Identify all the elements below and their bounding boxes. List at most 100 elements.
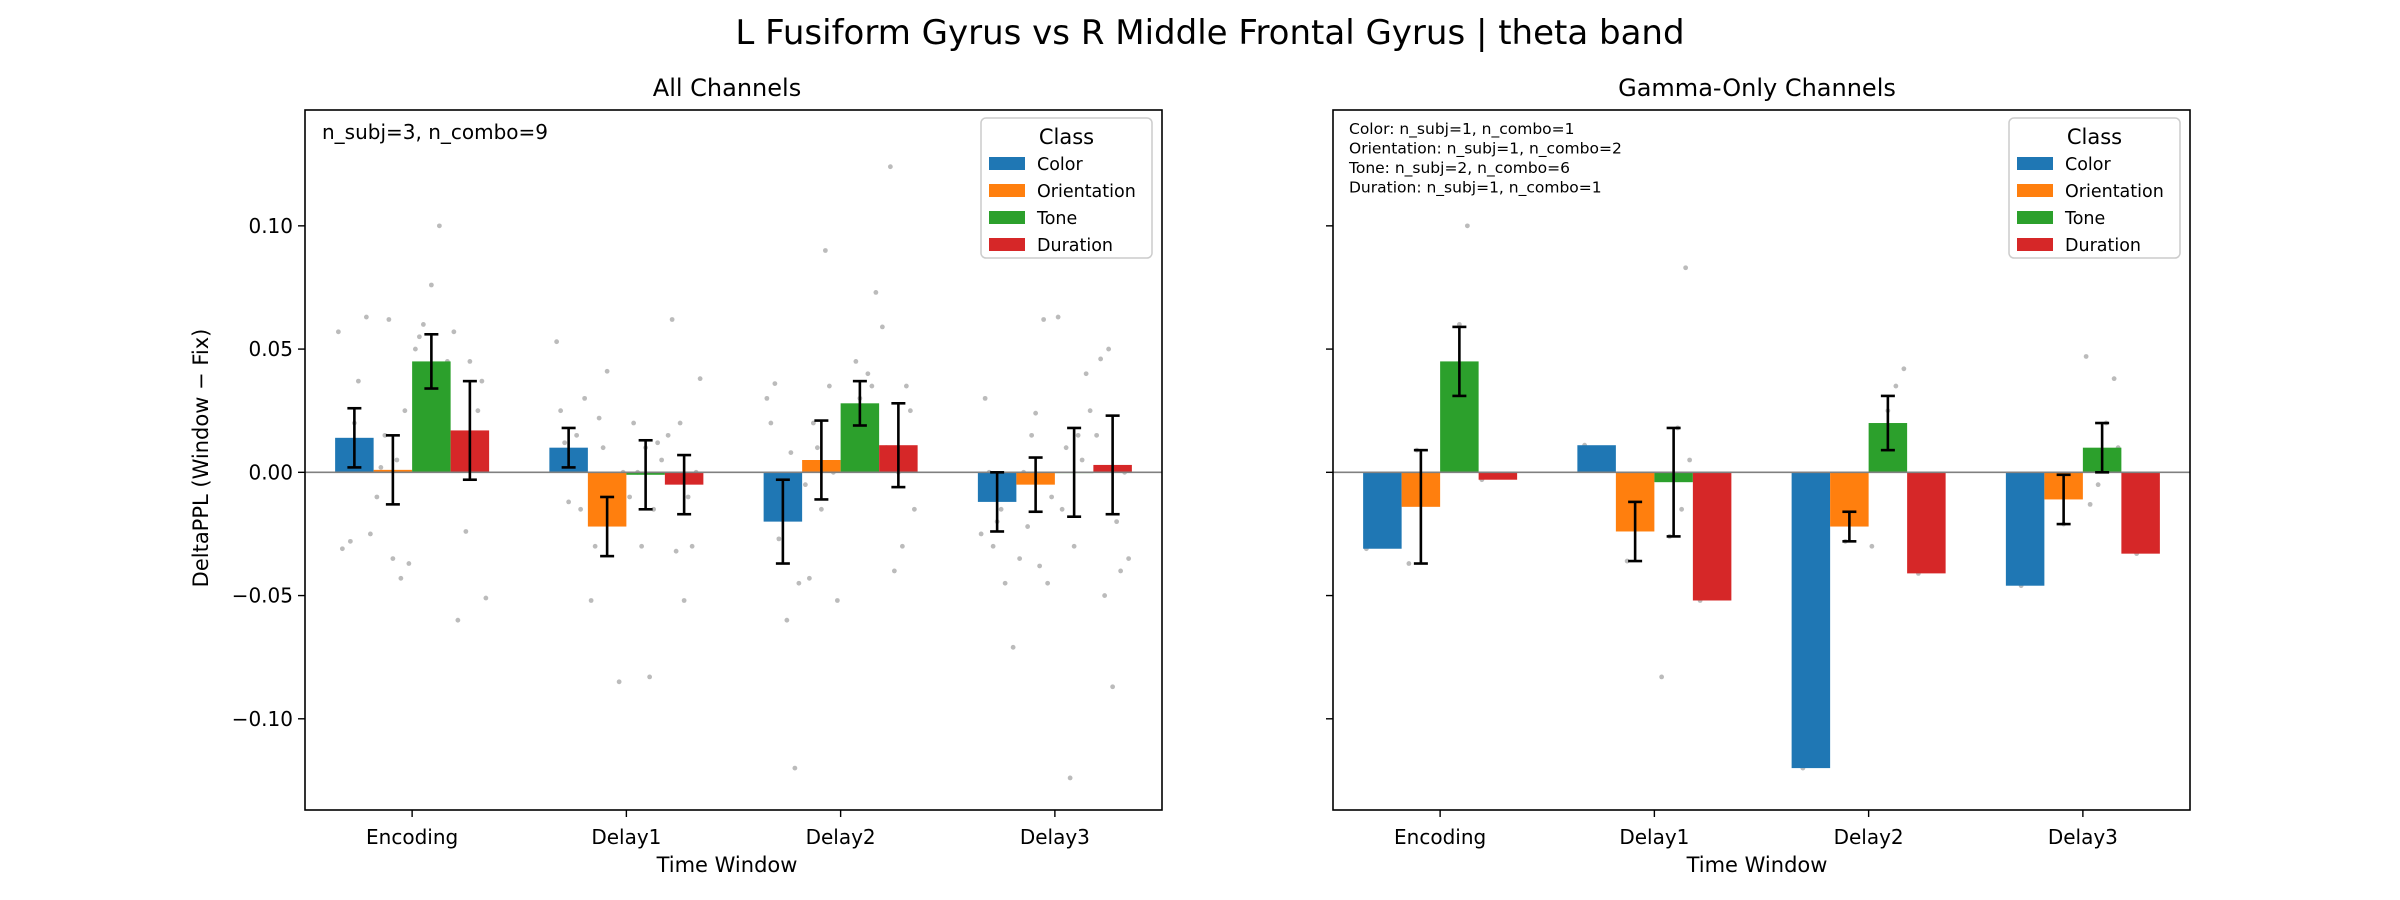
data-point-dot <box>826 383 832 389</box>
data-point-dot <box>588 598 594 603</box>
data-point-dot <box>2083 354 2089 359</box>
x-tick-label: Delay3 <box>1020 825 1090 849</box>
data-point-dot <box>1106 346 1112 352</box>
data-point-dot <box>374 494 380 500</box>
x-axis-label: Time Window <box>1686 853 1828 877</box>
legend-swatch <box>2017 157 2053 170</box>
data-point-dot <box>1464 223 1470 229</box>
data-point-dot <box>378 464 384 470</box>
data-point-dot <box>1098 356 1104 362</box>
data-point-dot <box>394 457 400 463</box>
data-point-dot <box>1083 371 1089 377</box>
legend-swatch <box>989 238 1025 251</box>
data-point-dot <box>596 415 602 421</box>
plot-area: Encoding Delay1 Delay2 Delay3 Color: n_subj=… <box>1326 109 2191 849</box>
data-point-dot <box>764 395 770 401</box>
panel-gamma-only-channels: Gamma-Only Channels Time Window Encoding… <box>1326 74 2191 877</box>
data-point-dot <box>592 543 598 549</box>
data-point-dot <box>479 378 485 384</box>
data-point-dot <box>869 383 875 389</box>
data-point-dot <box>412 346 418 352</box>
data-point-dot <box>483 595 489 601</box>
data-point-dot <box>402 408 408 414</box>
axes-frame <box>304 109 1163 811</box>
data-point-dot <box>887 164 893 170</box>
data-point-dot <box>406 561 412 566</box>
data-point-dot <box>2095 482 2101 488</box>
annotation-text: Tone: n_subj=2, n_combo=6 <box>1348 159 1570 178</box>
data-point-dot <box>659 457 665 463</box>
data-point-dot <box>776 536 782 542</box>
data-point-dot <box>420 322 426 327</box>
data-point-dot <box>673 548 679 554</box>
data-point-dot <box>631 420 637 426</box>
data-point-dot <box>335 329 341 335</box>
data-point-dot <box>990 543 996 549</box>
data-point-dot <box>600 445 606 451</box>
axes-frame <box>1332 109 2191 811</box>
data-point-dot <box>616 679 622 685</box>
y-tick-label: 0.05 <box>248 337 293 361</box>
data-point-dot <box>814 445 820 451</box>
data-point-dot <box>467 359 473 364</box>
data-point-dot <box>451 329 457 335</box>
data-point-dot <box>911 506 917 512</box>
data-point-dot <box>677 420 683 426</box>
data-point-dot <box>1087 408 1093 414</box>
data-point-dot <box>891 568 897 574</box>
plot-area: −0.10 −0.05 0.00 0.05 0.10 Encoding Delay1 Dela… <box>232 109 1163 849</box>
legend-label: Color <box>2065 155 2111 175</box>
data-point-dot <box>802 482 808 488</box>
data-point-dot <box>627 494 633 500</box>
data-point-dot <box>853 359 859 364</box>
data-point-dot <box>582 395 588 401</box>
y-tick-label: 0.10 <box>248 214 293 238</box>
data-point-dot <box>655 440 661 446</box>
data-point-dot <box>665 432 671 438</box>
data-point-dot <box>554 339 560 345</box>
bar-color <box>2005 472 2045 586</box>
data-point-dot <box>818 506 824 512</box>
data-point-dot <box>647 674 653 680</box>
data-point-dot <box>1659 674 1665 680</box>
legend-label: Tone <box>2064 209 2105 229</box>
x-tick-label: Delay2 <box>1834 825 1904 849</box>
data-point-dot <box>685 494 691 500</box>
data-point-dot <box>1029 432 1035 438</box>
data-point-dot <box>1071 543 1077 549</box>
data-point-dot <box>1126 556 1132 561</box>
bar-color <box>1791 472 1831 769</box>
data-point-dot <box>1110 684 1116 690</box>
data-point-dot <box>873 289 879 295</box>
data-point-dot <box>1893 383 1899 389</box>
data-point-dot <box>879 324 885 330</box>
data-point-dot <box>386 317 392 322</box>
data-point-dot <box>363 314 369 320</box>
data-point-dot <box>2087 501 2093 507</box>
data-point-dot <box>578 506 584 512</box>
data-point-dot <box>806 575 812 581</box>
data-point-dot <box>1002 580 1008 586</box>
data-point-dot <box>1869 543 1875 549</box>
legend-swatch <box>2017 238 2053 251</box>
legend-swatch <box>2017 184 2053 197</box>
data-point-dot <box>390 556 396 561</box>
data-point-dot <box>367 531 373 537</box>
bar-duration <box>1478 472 1518 480</box>
x-tick-label: Delay1 <box>591 825 661 849</box>
panel-title: Gamma-Only Channels <box>1618 74 1896 102</box>
x-tick-label: Delay1 <box>1619 825 1689 849</box>
data-point-dot <box>1102 593 1108 598</box>
data-point-dot <box>1079 457 1085 463</box>
data-point-dot <box>1406 561 1412 566</box>
panel-title: All Channels <box>653 74 801 102</box>
data-point-dot <box>788 450 794 456</box>
data-point-dot <box>1049 494 1055 500</box>
legend-label: Tone <box>1036 209 1077 229</box>
data-point-dot <box>1059 506 1065 512</box>
data-point-dot <box>428 282 434 288</box>
data-point-dot <box>899 543 905 549</box>
data-point-dot <box>1683 265 1689 271</box>
x-tick-label: Delay3 <box>2048 825 2118 849</box>
